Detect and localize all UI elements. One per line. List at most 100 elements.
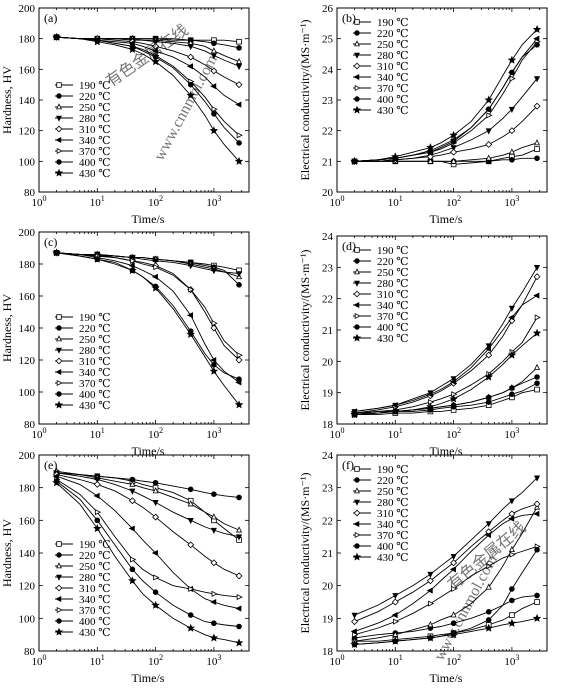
x-tick-label: 100 <box>32 426 47 441</box>
legend-marker <box>353 74 360 80</box>
data-point <box>485 521 492 528</box>
legend-marker <box>354 258 360 264</box>
legend-entry: 250 ℃ <box>79 334 111 346</box>
data-point <box>508 305 515 312</box>
data-point <box>534 374 540 380</box>
legend-entry: 370 ℃ <box>377 311 409 323</box>
data-point <box>508 314 515 321</box>
legend-entry: 280 ℃ <box>377 497 409 509</box>
legend-entry: 220 ℃ <box>79 323 111 335</box>
data-point <box>152 258 159 265</box>
data-point <box>186 312 194 319</box>
data-point <box>235 101 242 108</box>
legend-entry: 220 ℃ <box>79 550 111 562</box>
y-axis-label: Hardness, HV <box>0 294 14 362</box>
y-tick-label: 100 <box>19 613 36 625</box>
watermark: www.cnnmol.com <box>151 52 221 164</box>
data-point <box>427 149 434 155</box>
x-tick-label: 103 <box>206 194 221 209</box>
data-point <box>509 157 515 163</box>
panel-label: (e) <box>44 458 57 472</box>
y-tick-label: 21 <box>322 156 333 168</box>
x-tick-label: 100 <box>32 194 47 209</box>
legend-entry: 340 ℃ <box>377 300 409 312</box>
data-point <box>129 480 136 487</box>
plot-frame <box>336 7 548 193</box>
x-axis-label: Time/s <box>132 444 165 458</box>
data-point <box>391 152 400 161</box>
x-tick-label: 102 <box>446 194 461 209</box>
legend-entry: 250 ℃ <box>377 39 409 51</box>
chart-panel-d: 100 101 102 103 18 19 20 21 22 23 24 Time/s Electric… <box>298 231 548 458</box>
legend-entry: 310 ℃ <box>377 61 409 73</box>
y-axis-label: Electrical conductivity/(MS·m⁻¹) <box>298 250 312 411</box>
series-340C <box>52 473 242 612</box>
data-point <box>426 587 433 594</box>
y-tick-label: 200 <box>19 3 36 15</box>
legend-marker <box>354 52 360 59</box>
data-point <box>236 494 242 501</box>
x-tick-label: 102 <box>446 653 461 668</box>
data-point <box>533 273 541 281</box>
data-point <box>507 618 517 627</box>
legend-marker <box>352 333 362 342</box>
chart-panel-a: 100 101 102 10380100120140160180200Time/sHa… <box>0 3 250 226</box>
y-axis-label: Electrical conductivity/(MS·m⁻¹) <box>298 473 312 634</box>
y-tick-label: 160 <box>19 291 36 303</box>
x-tick-label: 102 <box>148 194 163 209</box>
data-point <box>151 57 160 66</box>
x-axis-label: Time/s <box>430 671 463 685</box>
y-tick-label: 22 <box>322 126 333 138</box>
y-tick-label: 200 <box>19 227 36 239</box>
data-point <box>211 590 218 597</box>
legend-entry: 400 ℃ <box>377 541 409 553</box>
data-point <box>533 102 541 110</box>
data-point <box>235 572 243 580</box>
legend-entry: 250 ℃ <box>79 102 111 114</box>
data-point <box>210 268 217 275</box>
x-tick-label: 100 <box>330 653 345 668</box>
data-point <box>508 545 515 553</box>
data-point <box>152 500 159 507</box>
legend-marker <box>354 477 360 483</box>
legend-marker <box>56 82 62 88</box>
y-tick-label: 19 <box>322 613 334 625</box>
data-point <box>128 44 137 53</box>
data-point <box>426 633 435 642</box>
data-point <box>236 352 243 359</box>
data-point <box>211 361 217 368</box>
data-point <box>350 410 359 419</box>
data-point <box>449 630 458 639</box>
data-point <box>130 556 137 563</box>
data-point <box>351 612 358 619</box>
x-axis-label: Time/s <box>132 671 165 685</box>
y-tick-label: 20 <box>322 581 334 593</box>
data-point <box>93 524 102 533</box>
data-point <box>486 563 493 570</box>
y-tick-label: 22 <box>322 294 333 306</box>
legend-marker <box>354 19 360 25</box>
data-point <box>450 559 458 567</box>
data-point <box>509 391 515 398</box>
data-point <box>450 148 458 156</box>
data-point <box>509 586 515 592</box>
plot-frame <box>336 454 548 652</box>
legend-entry: 190 ℃ <box>79 312 111 324</box>
legend-marker <box>55 125 63 133</box>
data-point <box>152 39 159 46</box>
data-point <box>509 551 516 558</box>
legend-marker <box>353 521 360 527</box>
series-430C <box>52 478 244 647</box>
data-point <box>534 592 540 599</box>
data-point <box>186 329 195 338</box>
data-point <box>186 623 195 632</box>
y-tick-label: 23 <box>322 262 334 274</box>
y-tick-label: 20 <box>322 356 334 368</box>
data-point <box>534 41 540 48</box>
data-point <box>485 583 492 590</box>
data-point <box>485 141 493 148</box>
x-tick-label: 103 <box>504 653 519 668</box>
y-tick-label: 100 <box>19 156 36 168</box>
